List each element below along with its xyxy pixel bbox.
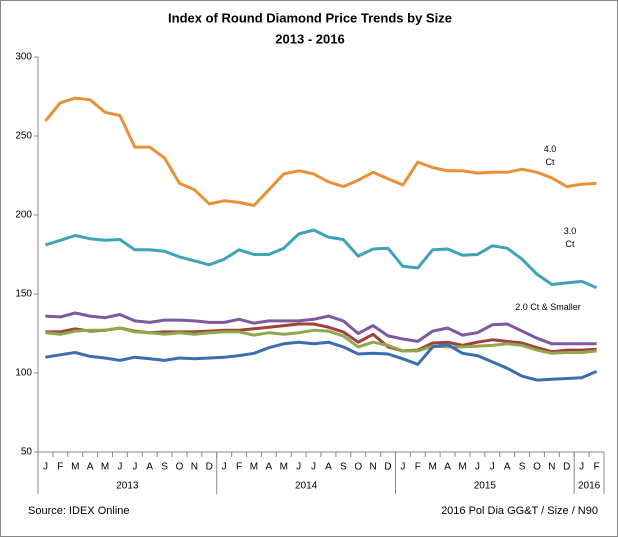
x-tick-label: J (490, 462, 495, 473)
x-tick-label: A (504, 462, 511, 473)
x-tick-label: M (101, 462, 109, 473)
source-note: Source: IDEX Online (28, 505, 130, 517)
x-tick-label: J (222, 462, 227, 473)
x-tick-label: O (176, 462, 184, 473)
x-tick-label: F (57, 462, 63, 473)
chart-title: Index of Round Diamond Price Trends by S… (168, 10, 452, 25)
y-tick-label: 200 (15, 210, 32, 221)
x-tick-label: D (384, 462, 391, 473)
x-tick-label: M (250, 462, 258, 473)
x-tick-label: S (161, 462, 168, 473)
x-tick-label: M (280, 462, 288, 473)
series-line (45, 340, 598, 382)
x-tick-label: J (579, 462, 584, 473)
x-tick-label: F (415, 462, 421, 473)
x-tick-label: N (370, 462, 377, 473)
x-tick-label: M (458, 462, 466, 473)
series-label-line: Ct (566, 239, 575, 249)
x-tick-label: J (296, 462, 301, 473)
y-tick-label: 50 (21, 447, 33, 458)
series-label-line: 3.0 (564, 226, 577, 236)
series-line (45, 326, 597, 355)
x-tick-label: N (548, 462, 555, 473)
x-tick-label: M (429, 462, 437, 473)
x-tick-label: J (132, 462, 137, 473)
year-label: 2013 (116, 481, 139, 492)
x-tick-label: O (354, 462, 362, 473)
x-tick-label: A (87, 462, 94, 473)
y-tick-label: 150 (15, 289, 32, 300)
x-tick-label: S (519, 462, 526, 473)
x-tick-label: S (340, 462, 347, 473)
series-line (44, 96, 597, 207)
year-label: 2016 (578, 481, 601, 492)
series-label-line: 2.0 Ct & Smaller (515, 302, 581, 312)
x-tick-label: F (593, 462, 599, 473)
x-tick-label: M (71, 462, 79, 473)
series-label-line: 4.0 (544, 144, 557, 154)
year-label: 2014 (295, 481, 318, 492)
x-tick-label: A (325, 462, 332, 473)
series-line (44, 228, 598, 290)
x-tick-label: A (146, 462, 153, 473)
x-tick-label: N (191, 462, 198, 473)
x-tick-label: A (266, 462, 273, 473)
code-note: 2016 Pol Dia GG&T / Size / N90 (441, 505, 598, 517)
series-line (45, 311, 597, 346)
x-tick-label: J (475, 462, 480, 473)
y-tick-label: 250 (15, 131, 32, 142)
x-tick-label: F (236, 462, 242, 473)
x-tick-label: D (206, 462, 213, 473)
x-tick-label: O (533, 462, 541, 473)
x-tick-label: J (311, 462, 316, 473)
series-label: 3.0 Ct (564, 226, 577, 249)
y-tick-label: 300 (15, 52, 32, 63)
series-label: 2.0 Ct & Smaller (515, 302, 581, 312)
series-label: 4.0 Ct (544, 144, 557, 167)
x-tick-label: A (444, 462, 451, 473)
y-tick-label: 100 (15, 368, 32, 379)
year-label: 2015 (474, 481, 497, 492)
series-label-line: Ct (546, 157, 555, 167)
x-tick-label: D (563, 462, 570, 473)
x-tick-label: J (117, 462, 122, 473)
x-tick-label: J (400, 462, 405, 473)
chart-subtitle: 2013 - 2016 (275, 31, 344, 46)
x-tick-label: J (43, 462, 48, 473)
